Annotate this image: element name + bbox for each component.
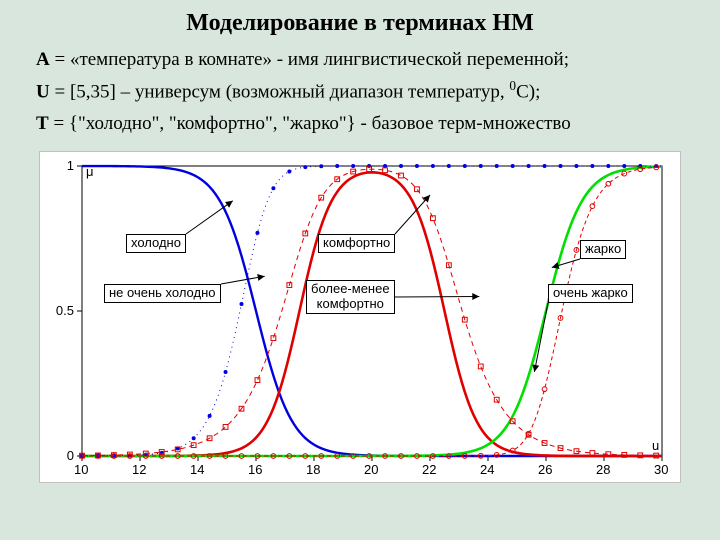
x-tick-label: 10 [74, 462, 88, 477]
y-tick-label: 1 [67, 158, 74, 173]
x-tick-label: 18 [306, 462, 320, 477]
x-axis-symbol: u [652, 438, 659, 453]
label-not-cold: не очень холодно [104, 284, 221, 303]
label-more-or-less: более-менеекомфортно [306, 280, 395, 314]
page-title: Моделирование в терминах НМ [0, 0, 720, 37]
y-tick-label: 0 [67, 448, 74, 463]
x-tick-label: 30 [654, 462, 668, 477]
x-tick-label: 14 [190, 462, 204, 477]
def-T: T = {"холодно", "комфортно", "жарко"} - … [36, 109, 684, 138]
x-tick-label: 26 [538, 462, 552, 477]
y-tick-label: 0.5 [56, 303, 74, 318]
membership-chart: 10 12 14 16 18 20 22 24 26 28 30 0 0.5 1μ u холодно не о… [39, 151, 681, 483]
def-U: U = [5,35] – универсум (возможный диапаз… [36, 76, 684, 107]
label-comfort: комфортно [318, 234, 395, 253]
x-tick-label: 28 [596, 462, 610, 477]
label-hot: жарко [580, 240, 626, 259]
y-axis-symbol: μ [86, 164, 94, 179]
def-A: A = «температура в комнате» - имя лингви… [36, 45, 684, 74]
x-tick-label: 16 [248, 462, 262, 477]
x-tick-label: 20 [364, 462, 378, 477]
label-very-hot: очень жарко [548, 284, 633, 303]
x-tick-label: 24 [480, 462, 494, 477]
x-tick-label: 12 [132, 462, 146, 477]
definitions-block: A = «температура в комнате» - имя лингви… [0, 37, 720, 147]
label-cold: холодно [126, 234, 186, 253]
x-tick-label: 22 [422, 462, 436, 477]
